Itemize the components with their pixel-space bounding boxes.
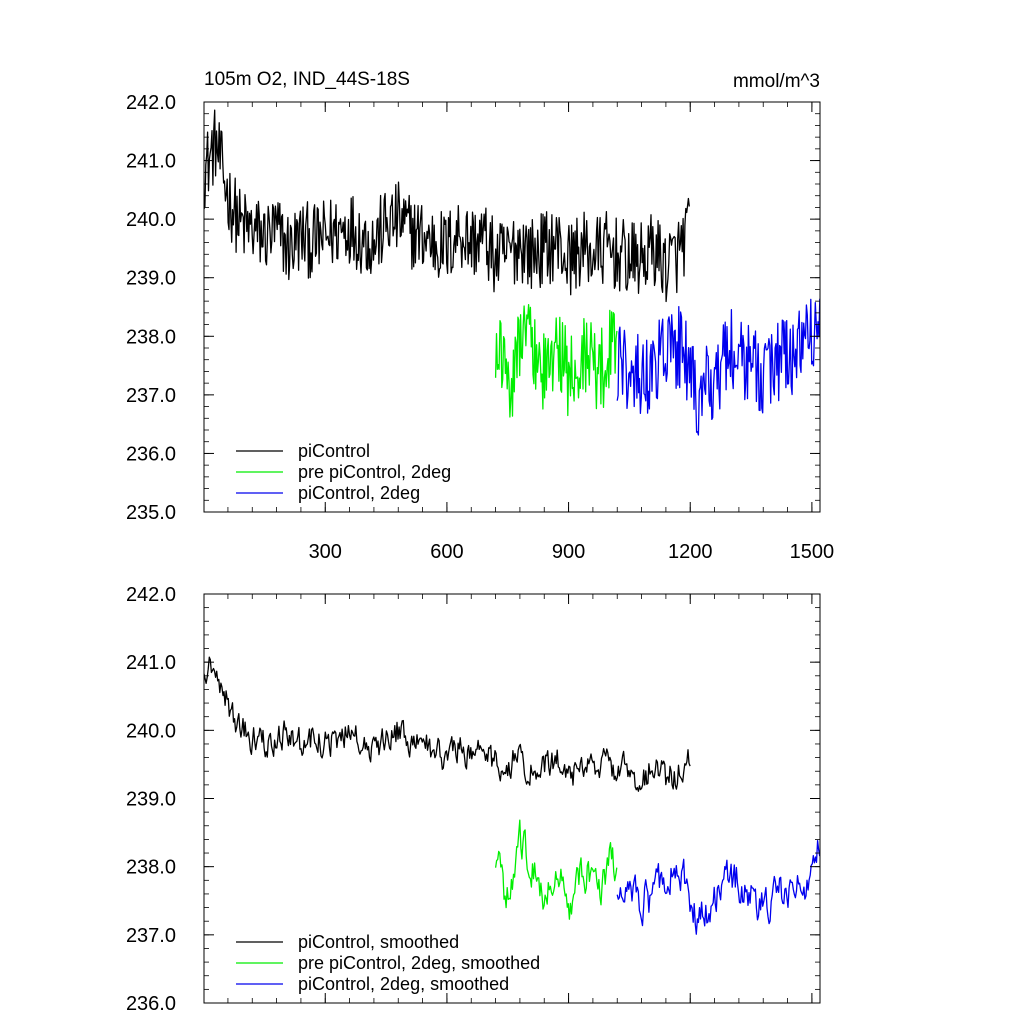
plot-frame <box>203 101 821 513</box>
units-label: mmol/m^3 <box>733 71 820 92</box>
y-tick-label: 242.0 <box>126 584 176 606</box>
bottom-panel: 236.0 237.0 238.0 239.0 240.0 241.0 242.0 piCon… <box>126 584 821 1015</box>
y-tick-label: 240.0 <box>126 209 176 231</box>
series-line-1 <box>204 109 690 303</box>
y-tick-label: 236.0 <box>126 443 176 465</box>
legend-label: piControl, smoothed <box>298 932 459 952</box>
chart-title: 105m O2, IND_44S-18S <box>204 69 410 90</box>
y-tick-label: 239.0 <box>126 789 176 811</box>
x-tick-label: 600 <box>430 541 463 563</box>
x-tick-label: 900 <box>552 541 585 563</box>
top-panel: 235.0 236.0 237.0 238.0 239.0 240.0 241.0 242.0… <box>126 92 834 563</box>
y-tick-label: 241.0 <box>126 151 176 173</box>
y-tick-label: 238.0 <box>126 857 176 879</box>
series-line-2 <box>494 304 618 418</box>
plot-frame <box>203 593 821 1004</box>
legend-label: pre piControl, 2deg <box>298 462 451 482</box>
series-line-2 <box>494 819 618 920</box>
legend-label: piControl <box>298 441 370 461</box>
y-tick-label: 238.0 <box>126 326 176 348</box>
legend-label: piControl, 2deg <box>298 483 420 503</box>
legend-label: pre piControl, 2deg, smoothed <box>298 953 540 973</box>
series-line-3 <box>616 298 820 436</box>
legend-label: piControl, 2deg, smoothed <box>298 974 509 994</box>
y-tick-label: 236.0 <box>126 993 176 1015</box>
y-tick-label: 237.0 <box>126 925 176 947</box>
x-tick-label: 1500 <box>790 541 835 563</box>
y-tick-label: 237.0 <box>126 385 176 407</box>
series-line-3 <box>616 840 820 935</box>
y-tick-label: 235.0 <box>126 502 176 524</box>
series-line-1 <box>204 656 691 792</box>
y-tick-label: 242.0 <box>126 92 176 114</box>
y-tick-label: 239.0 <box>126 268 176 290</box>
y-tick-label: 241.0 <box>126 652 176 674</box>
y-tick-label: 240.0 <box>126 720 176 742</box>
x-tick-label: 300 <box>309 541 342 563</box>
x-tick-label: 1200 <box>668 541 713 563</box>
